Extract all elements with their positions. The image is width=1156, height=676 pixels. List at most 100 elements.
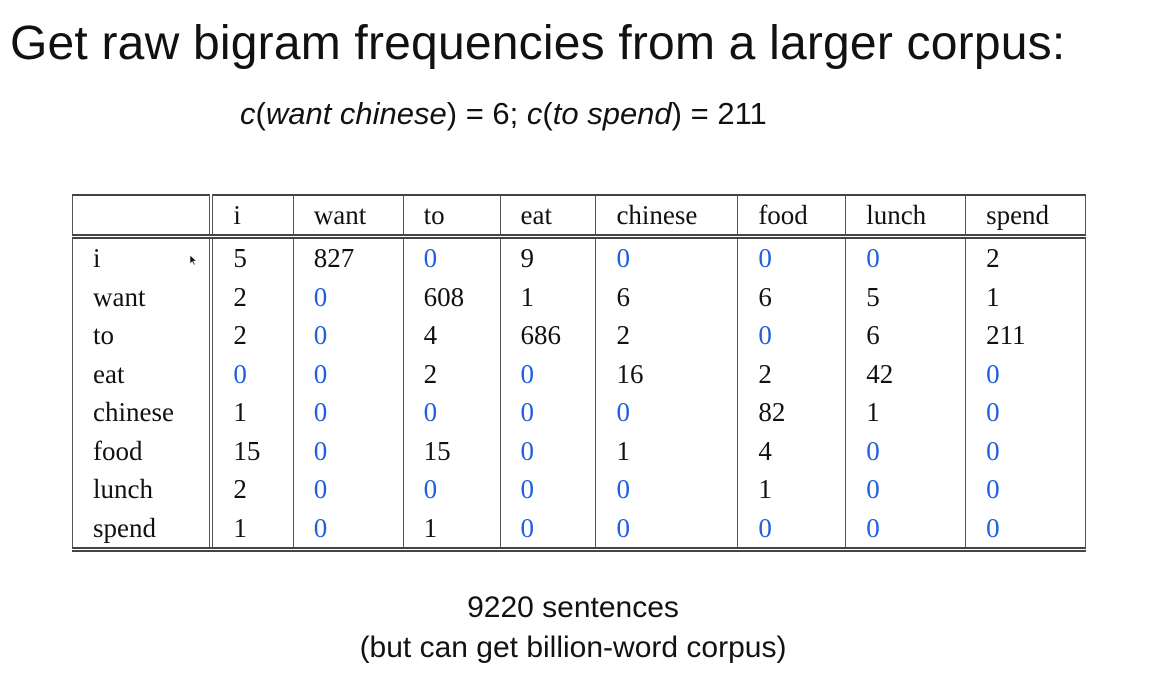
- count-cell: 0: [500, 354, 597, 393]
- count-cell: 2: [965, 236, 1086, 278]
- count-cell: 0: [965, 393, 1086, 432]
- table-row: eat 0 0 2 0 16 2 42 0: [72, 354, 1086, 393]
- count-cell: 0: [595, 393, 739, 432]
- count-cell: 4: [403, 316, 501, 355]
- count-cell: 0: [500, 393, 597, 432]
- count-cell: 2: [211, 277, 294, 316]
- count-cell: 2: [737, 354, 847, 393]
- row-header: chinese: [72, 393, 214, 432]
- count-cell: 6: [595, 277, 739, 316]
- mouse-pointer-icon: [189, 254, 197, 266]
- count-value-211: ) = 211: [671, 96, 767, 131]
- sentence-count: 9220 sentences: [467, 591, 679, 624]
- count-cell: 0: [293, 354, 404, 393]
- count-cell: 0: [737, 508, 847, 552]
- table-row: spend 1 0 1 0 0 0 0 0: [72, 508, 1086, 552]
- table-row: i 5 827 0 9 0 0 0 2: [72, 236, 1086, 278]
- count-cell: 608: [403, 277, 501, 316]
- count-cell: 0: [500, 431, 597, 470]
- count-cell: 5: [211, 236, 294, 278]
- count-cell: 0: [403, 470, 501, 509]
- count-cell: 0: [500, 470, 597, 509]
- row-header: lunch: [72, 470, 214, 509]
- corpus-note: 9220 sentences (but can get billion-word…: [0, 588, 1146, 668]
- count-cell: 0: [737, 236, 847, 278]
- count-cell: 0: [293, 431, 404, 470]
- count-cell: 1: [845, 393, 967, 432]
- table-row: food 15 0 15 0 1 4 0 0: [72, 431, 1086, 470]
- count-cell: 4: [737, 431, 847, 470]
- count-cell: 0: [403, 236, 501, 278]
- count-cell: 0: [293, 470, 404, 509]
- column-header: to: [403, 194, 501, 239]
- count-cell: 2: [211, 470, 294, 509]
- count-cell: 0: [737, 316, 847, 355]
- count-cell: 0: [965, 470, 1086, 509]
- count-cell: 15: [403, 431, 501, 470]
- count-cell: 1: [211, 393, 294, 432]
- column-header: want: [293, 194, 404, 239]
- count-cell: 0: [293, 393, 404, 432]
- count-cell: 1: [403, 508, 501, 552]
- slide-title: Get raw bigram frequencies from a larger…: [10, 17, 1066, 70]
- count-cell: 42: [845, 354, 967, 393]
- count-value-6: ) = 6;: [446, 96, 527, 131]
- bigram-count-formula: c(want chinese) = 6; c(to spend) = 211: [240, 94, 767, 134]
- row-header: eat: [72, 354, 214, 393]
- table-row: lunch 2 0 0 0 0 1 0 0: [72, 470, 1086, 509]
- count-cell: 2: [595, 316, 739, 355]
- count-cell: 0: [211, 354, 294, 393]
- column-header: i: [211, 194, 294, 239]
- count-cell: 82: [737, 393, 847, 432]
- count-cell: 9: [500, 236, 597, 278]
- count-cell: 1: [965, 277, 1086, 316]
- count-cell: 0: [965, 431, 1086, 470]
- count-cell: 1: [737, 470, 847, 509]
- column-header: eat: [500, 194, 597, 239]
- column-header: food: [737, 194, 847, 239]
- count-cell: 1: [211, 508, 294, 552]
- count-cell: 0: [845, 236, 967, 278]
- count-cell: 0: [293, 508, 404, 552]
- row-header: spend: [72, 508, 214, 552]
- count-cell: 686: [500, 316, 597, 355]
- count-cell: 0: [965, 508, 1086, 552]
- open-paren: (: [255, 96, 266, 131]
- count-cell: 0: [965, 354, 1086, 393]
- count-cell: 15: [211, 431, 294, 470]
- count-cell: 0: [595, 508, 739, 552]
- count-cell: 0: [500, 508, 597, 552]
- bigram-want-chinese: want chinese: [265, 96, 447, 131]
- count-cell: 2: [211, 316, 294, 355]
- count-cell: 0: [293, 277, 404, 316]
- count-cell: 1: [595, 431, 739, 470]
- count-cell: 211: [965, 316, 1086, 355]
- count-cell: 6: [845, 316, 967, 355]
- row-header: want: [72, 277, 214, 316]
- corner-header: [72, 194, 214, 239]
- count-cell: 2: [403, 354, 501, 393]
- count-cell: 0: [595, 470, 739, 509]
- column-header: spend: [965, 194, 1086, 239]
- count-cell: 0: [845, 470, 967, 509]
- row-header: food: [72, 431, 214, 470]
- count-cell: 5: [845, 277, 967, 316]
- count-cell: 827: [293, 236, 404, 278]
- count-cell: 6: [737, 277, 847, 316]
- count-cell: 0: [845, 431, 967, 470]
- count-cell: 0: [293, 316, 404, 355]
- table-row: chinese 1 0 0 0 0 82 1 0: [72, 393, 1086, 432]
- row-header: to: [72, 316, 214, 355]
- column-header: chinese: [595, 194, 739, 239]
- bigram-to-spend: to spend: [552, 96, 672, 131]
- count-cell: 0: [845, 508, 967, 552]
- count-function-c: c: [240, 96, 256, 131]
- count-cell: 16: [595, 354, 739, 393]
- column-header: lunch: [845, 194, 967, 239]
- count-function-c: c: [526, 96, 543, 131]
- count-cell: 1: [500, 277, 597, 316]
- table-row: want 2 0 608 1 6 6 5 1: [72, 277, 1086, 316]
- table-body: i 5 827 0 9 0 0 0 2 want 2 0 608 1 6 6 5 1 to 2 0 4 686 2 0 6 211 e…: [72, 236, 1086, 552]
- table-row: to 2 0 4 686 2 0 6 211: [72, 316, 1086, 355]
- corpus-size-note: (but can get billion-word corpus): [359, 631, 787, 664]
